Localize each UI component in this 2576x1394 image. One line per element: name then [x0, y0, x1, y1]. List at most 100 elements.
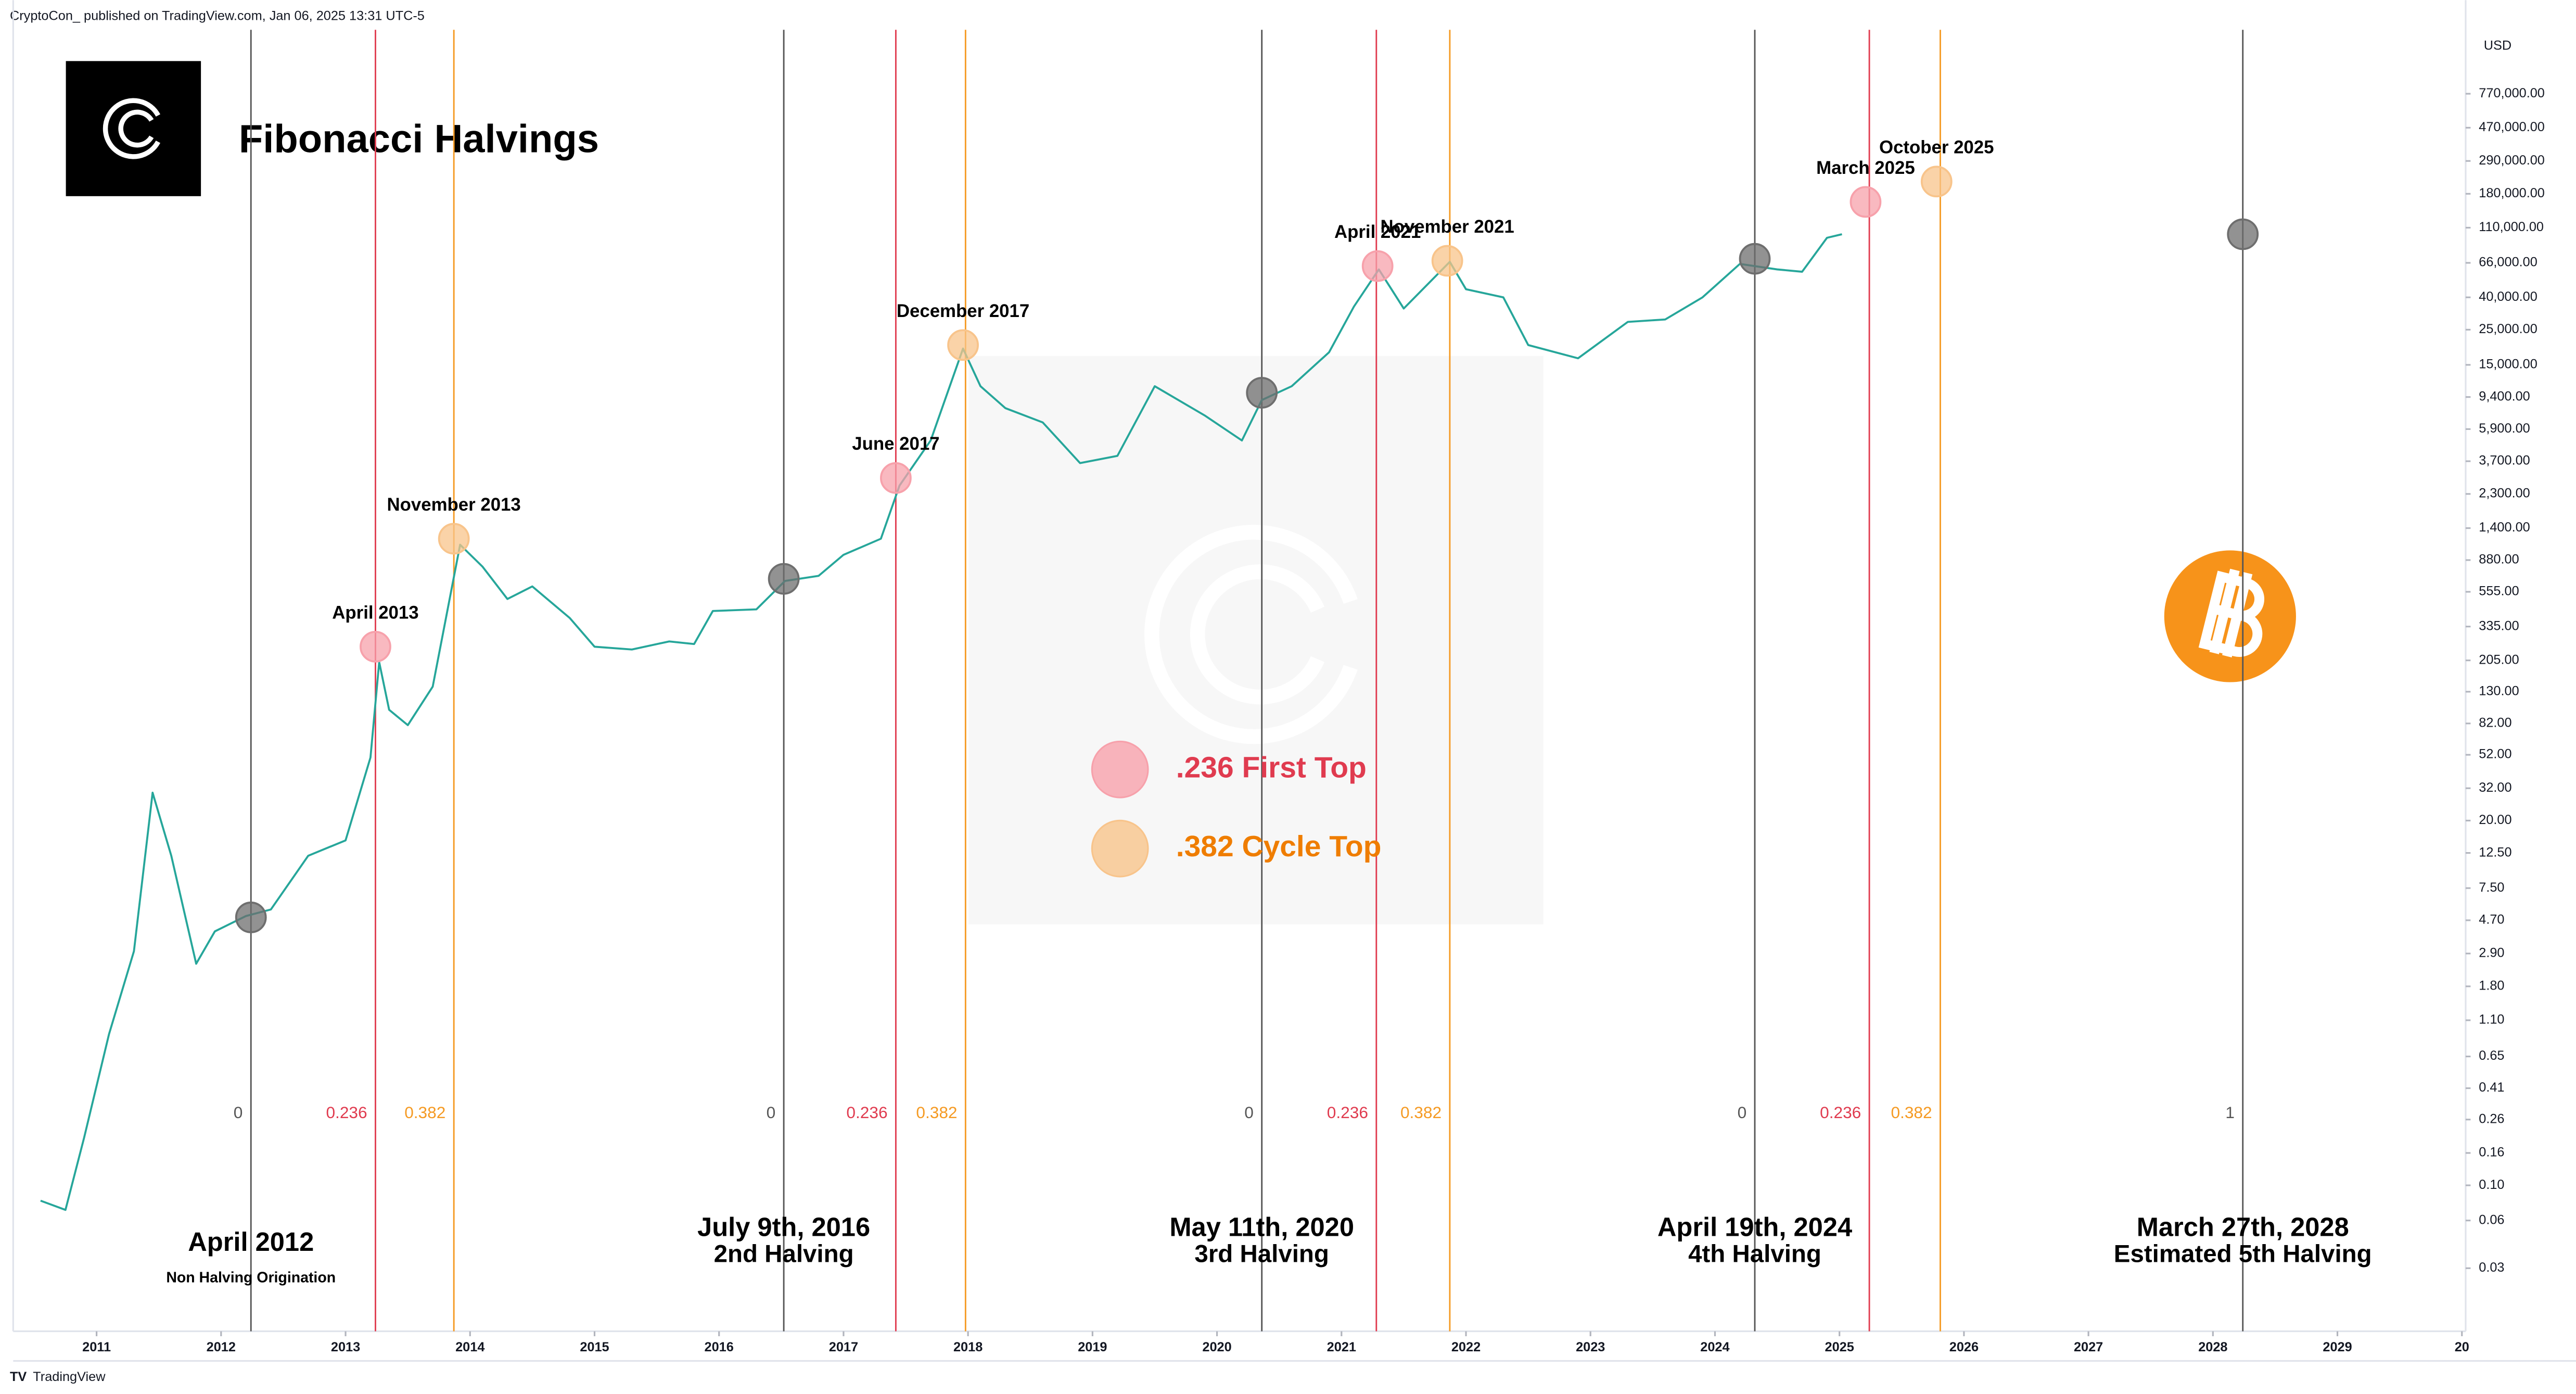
marker [2227, 218, 2259, 250]
fib-level-label: 1 [2225, 1103, 2235, 1122]
halving-title: May 11th, 2020 [1169, 1212, 1354, 1242]
x-tick-label: 2016 [705, 1340, 734, 1354]
x-tick-label: 2026 [1949, 1340, 1979, 1354]
y-tick-label: 555.00 [2479, 584, 2519, 599]
y-tick-label: 770,000.00 [2479, 86, 2545, 100]
y-tick-label: 470,000.00 [2479, 120, 2545, 134]
x-tick-label: 2022 [1451, 1340, 1481, 1354]
byline: CryptoCon_ published on TradingView.com,… [10, 9, 425, 23]
fib-level-label: 0.382 [1400, 1103, 1442, 1122]
marker [880, 462, 912, 494]
halving-subtitle: Non Halving Origination [166, 1270, 336, 1286]
marker-label: April 2021 [1334, 222, 1421, 242]
y-tick-label: 0.65 [2479, 1048, 2504, 1063]
x-tick-label: 2020 [1202, 1340, 1231, 1354]
y-tick-label: 9,400.00 [2479, 389, 2530, 403]
currency: USD [2484, 39, 2511, 53]
x-tick-label: 2025 [1825, 1340, 1854, 1354]
marker [1850, 186, 1882, 218]
logo [66, 61, 201, 196]
x-tick-label: 2023 [1576, 1340, 1605, 1354]
y-tick-label: 2.90 [2479, 945, 2504, 960]
halving-title: April 19th, 2024 [1657, 1212, 1852, 1242]
fib-level-label: 0.236 [1820, 1103, 1861, 1122]
x-tick-label: 2018 [953, 1340, 983, 1354]
marker [1920, 166, 1953, 198]
y-tick-label: 0.16 [2479, 1145, 2504, 1160]
watermark-box [968, 356, 1544, 924]
y-tick-label: 5,900.00 [2479, 421, 2530, 436]
x-tick-label: 20 [2455, 1340, 2469, 1354]
x-tick-label: 2028 [2198, 1340, 2227, 1354]
y-tick-label: 25,000.00 [2479, 322, 2537, 336]
bitcoin-logo [2164, 550, 2296, 682]
y-tick-label: 290,000.00 [2479, 153, 2545, 168]
footer: TradingView [33, 1370, 106, 1384]
halving-subtitle: 2nd Halving [714, 1240, 854, 1268]
marker [947, 329, 979, 361]
marker-label: March 2025 [1816, 158, 1915, 178]
y-tick-label: 7.50 [2479, 880, 2504, 895]
fib-level-label: 0 [1244, 1103, 1254, 1122]
y-tick-label: 130.00 [2479, 684, 2519, 699]
y-tick-label: 0.26 [2479, 1111, 2504, 1126]
marker-label: June 2017 [852, 434, 939, 454]
logo-arc [118, 109, 154, 148]
y-tick-label: 3,700.00 [2479, 453, 2530, 468]
y-tick-label: 66,000.00 [2479, 255, 2537, 270]
y-tick-label: 110,000.00 [2479, 220, 2544, 234]
y-tick-label: 52.00 [2479, 747, 2511, 762]
legend-swatch [1091, 819, 1149, 878]
x-tick-label: 2011 [82, 1340, 111, 1354]
y-tick-label: 20.00 [2479, 813, 2511, 827]
halving-subtitle: 3rd Halving [1194, 1240, 1329, 1268]
logo-arc [103, 98, 161, 159]
fib-level-label: 0.382 [1891, 1103, 1932, 1122]
watermark-arc [1190, 564, 1325, 705]
logo-mark [103, 98, 161, 159]
marker [1431, 245, 1463, 277]
marker [1739, 243, 1771, 275]
y-tick-label: 0.41 [2479, 1080, 2504, 1095]
marker [1246, 377, 1278, 409]
legend-label: .236 First Top [1176, 751, 1367, 784]
x-tick-label: 2014 [455, 1340, 484, 1354]
y-tick-label: 205.00 [2479, 652, 2519, 667]
halving-subtitle: Estimated 5th Halving [2114, 1240, 2372, 1268]
x-tick-label: 2015 [580, 1340, 609, 1354]
fib-level-label: 0 [234, 1103, 243, 1122]
fib-level-label: 0.236 [326, 1103, 367, 1122]
y-tick-label: 0.06 [2479, 1212, 2504, 1227]
fib-level-label: 0.236 [846, 1103, 887, 1122]
marker [1361, 250, 1394, 282]
x-tick-label: 2017 [829, 1340, 858, 1354]
x-tick-label: 2013 [331, 1340, 360, 1354]
fib-level-label: 0.382 [404, 1103, 445, 1122]
chart-title: Fibonacci Halvings [239, 117, 599, 161]
x-tick-label: 2019 [1078, 1340, 1107, 1354]
y-tick-label: 15,000.00 [2479, 357, 2537, 372]
y-tick-label: 12.50 [2479, 845, 2511, 859]
y-tick-label: 880.00 [2479, 552, 2519, 567]
footer-icon: TV [10, 1370, 27, 1384]
marker-label: December 2017 [897, 301, 1029, 321]
y-tick-label: 335.00 [2479, 618, 2519, 633]
marker [768, 563, 800, 595]
fib-level-label: 0 [767, 1103, 776, 1122]
marker [360, 631, 391, 663]
y-tick-label: 0.10 [2479, 1177, 2504, 1192]
marker-label: November 2021 [1380, 217, 1514, 237]
y-tick-label: 40,000.00 [2479, 289, 2537, 304]
watermark-logo [1144, 525, 1358, 744]
marker-label: October 2025 [1879, 137, 1994, 158]
halving-title: March 27th, 2028 [2137, 1212, 2349, 1242]
halving-title: April 2012 [188, 1227, 314, 1257]
price-line [40, 233, 1842, 1211]
fib-level-label: 0.236 [1327, 1103, 1368, 1122]
x-tick-label: 2021 [1327, 1340, 1356, 1354]
y-tick-label: 1,400.00 [2479, 520, 2530, 535]
watermark-arc [1144, 525, 1358, 744]
y-tick-label: 1.80 [2479, 979, 2504, 993]
